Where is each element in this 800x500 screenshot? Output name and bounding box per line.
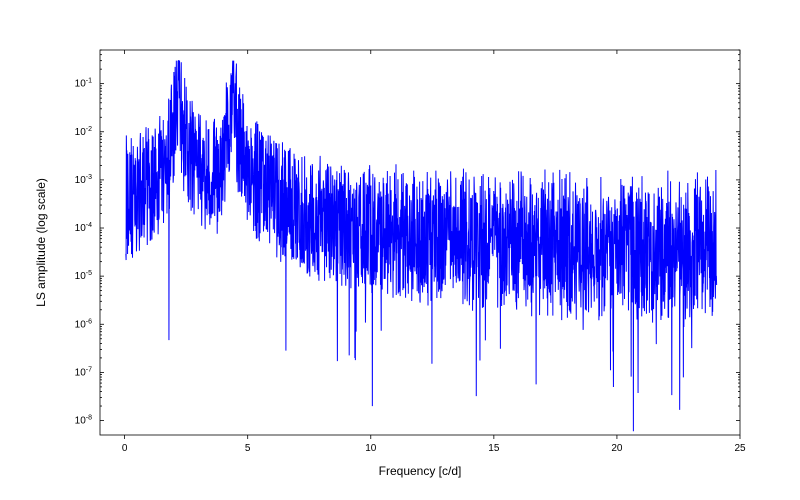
periodogram-chart: 051015202510-810-710-610-510-410-310-210… [0, 0, 800, 500]
x-tick-label: 20 [611, 443, 623, 454]
x-tick-label: 10 [365, 443, 377, 454]
x-axis-label: Frequency [c/d] [379, 464, 462, 478]
x-tick-label: 25 [734, 443, 746, 454]
x-tick-label: 5 [245, 443, 251, 454]
chart-svg: 051015202510-810-710-610-510-410-310-210… [0, 0, 800, 500]
y-axis-label: LS amplitude (log scale) [34, 178, 48, 307]
x-tick-label: 15 [488, 443, 500, 454]
x-tick-label: 0 [122, 443, 128, 454]
